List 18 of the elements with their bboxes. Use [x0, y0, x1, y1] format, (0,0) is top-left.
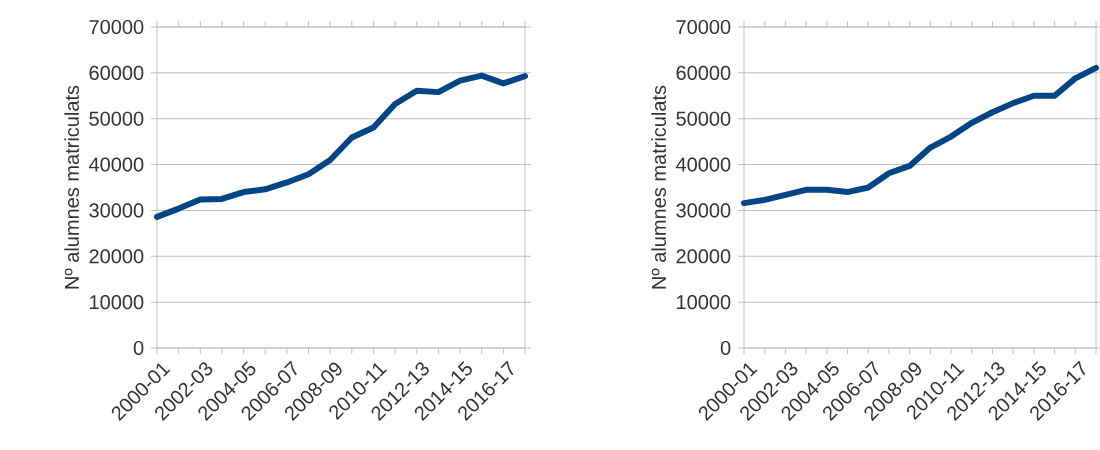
y-tick-label: 30000 [676, 203, 731, 218]
y-axis-title: Nº alumnes matriculats [64, 85, 79, 289]
y-tick-label: 60000 [89, 65, 144, 80]
y-tick-label: 10000 [90, 295, 144, 310]
y-tick-label: 70000 [89, 19, 144, 35]
y-tick-label: 0 [133, 340, 144, 356]
y-tick-label: 30000 [89, 203, 144, 218]
y-tick-label: 40000 [675, 157, 731, 172]
y-tick-label: 20000 [676, 249, 731, 264]
y-tick-label: 50000 [89, 111, 144, 126]
y-tick-label: 40000 [88, 157, 144, 172]
y-tick-label: 70000 [676, 19, 731, 35]
y-tick-label: 10000 [677, 295, 731, 310]
y-tick-label: 20000 [89, 249, 144, 264]
y-tick-label: 60000 [676, 65, 731, 80]
y-tick-label: 50000 [676, 111, 731, 126]
y-axis-title: Nº alumnes matriculats [651, 85, 666, 289]
y-tick-label: 0 [720, 340, 731, 356]
